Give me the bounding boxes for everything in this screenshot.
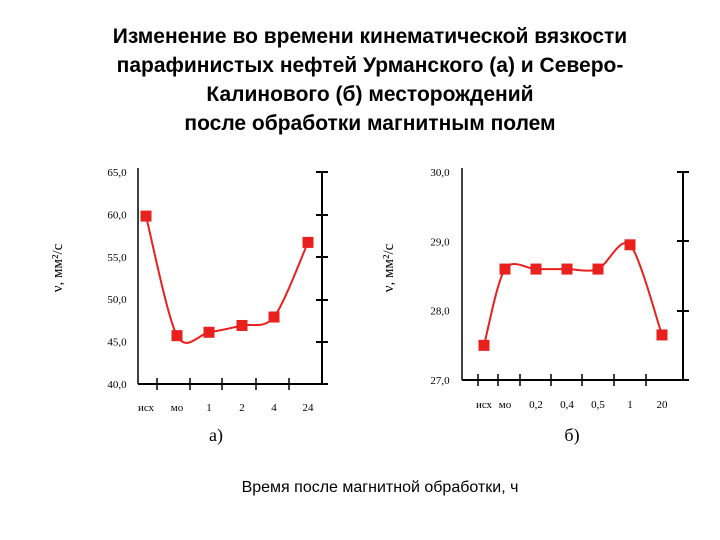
x-tick-label: 0,2 — [529, 399, 543, 411]
x-tick-label: 2 — [239, 402, 245, 414]
x-tick-label: 1 — [627, 399, 633, 411]
data-point — [140, 210, 152, 222]
y-tick-label: 27,0 — [430, 375, 450, 387]
x-tick-label: 4 — [271, 402, 277, 414]
y-tick-label: 45,0 — [107, 337, 127, 349]
panel-label: б) — [564, 425, 579, 446]
x-tick-label: 24 — [303, 402, 315, 414]
y-tick-label: 65,0 — [107, 167, 127, 179]
y-tick-label: 28,0 — [430, 306, 450, 318]
title-line-3: Калинового (б) месторождений — [206, 83, 534, 106]
series-line — [145, 215, 309, 344]
data-point — [530, 263, 542, 275]
x-tick-label: мо — [171, 402, 184, 414]
chart-title: Изменение во времени кинематической вязк… — [60, 22, 680, 138]
x-tick-label: 20 — [657, 399, 669, 411]
y-axis-label: ν, мм²/с — [50, 243, 66, 292]
x-tick-label: 1 — [206, 402, 212, 414]
title-line-2: парафинистых нефтей Урманского (а) и Сев… — [116, 54, 624, 77]
data-point — [561, 263, 573, 275]
panel-b: 27,0 28,0 29,0 30,0 исх мо 0,2 0,4 0,5 1 20 ν, мм²/… — [381, 167, 689, 446]
title-line-4: после обработки магнитным полем — [184, 112, 556, 135]
y-axis-label: ν, мм²/с — [381, 243, 397, 292]
x-tick-label: 0,5 — [591, 399, 605, 411]
y-tick-label: 60,0 — [107, 209, 127, 221]
y-tick-label: 50,0 — [107, 294, 127, 306]
data-point — [624, 239, 636, 251]
data-point — [478, 339, 490, 351]
x-tick-label: 0,4 — [560, 399, 574, 411]
title-line-1: Изменение во времени кинематической вязк… — [112, 25, 628, 48]
y-tick-label: 40,0 — [107, 379, 127, 391]
panel-label: а) — [209, 425, 223, 446]
y-tick-label: 29,0 — [430, 236, 450, 248]
data-point — [499, 263, 511, 275]
data-point — [236, 319, 248, 331]
data-point — [268, 311, 280, 323]
y-tick-label: 55,0 — [107, 252, 127, 264]
data-point — [592, 263, 604, 275]
x-axis-label: Время после магнитной обработки, ч — [242, 479, 519, 496]
series-line — [483, 241, 663, 346]
data-point — [656, 329, 668, 341]
data-point — [203, 326, 215, 338]
x-tick-label: мо — [499, 399, 512, 411]
data-point — [171, 330, 183, 342]
x-tick-label: исх — [476, 399, 493, 411]
data-point — [302, 236, 314, 248]
y-tick-label: 30,0 — [430, 167, 450, 179]
x-tick-label: исх — [138, 402, 155, 414]
